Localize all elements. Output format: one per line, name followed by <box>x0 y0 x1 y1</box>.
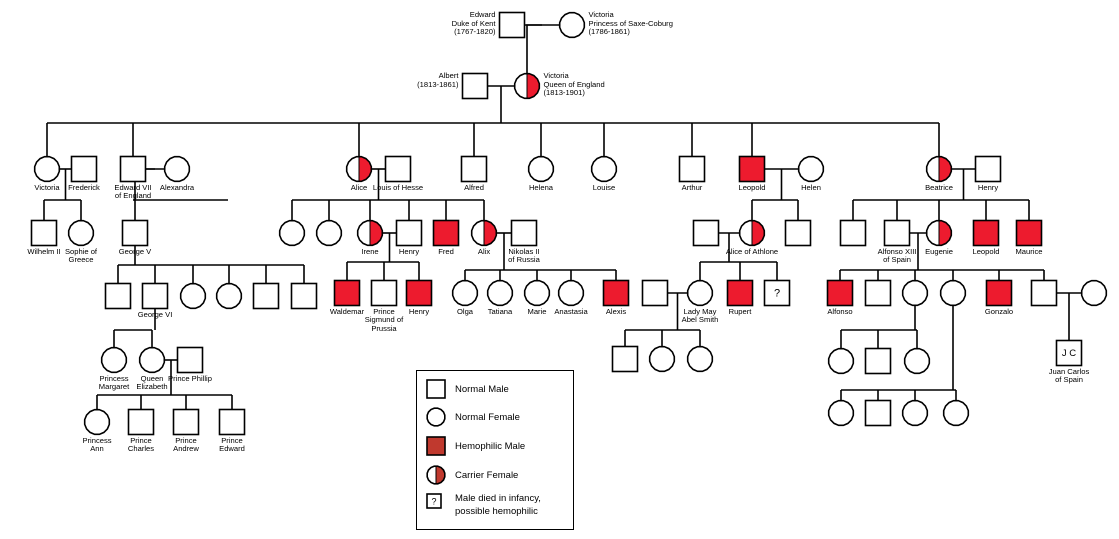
svg-text:?: ? <box>774 288 780 300</box>
svg-text:J C: J C <box>1062 348 1076 359</box>
svg-text:?: ? <box>431 497 436 507</box>
